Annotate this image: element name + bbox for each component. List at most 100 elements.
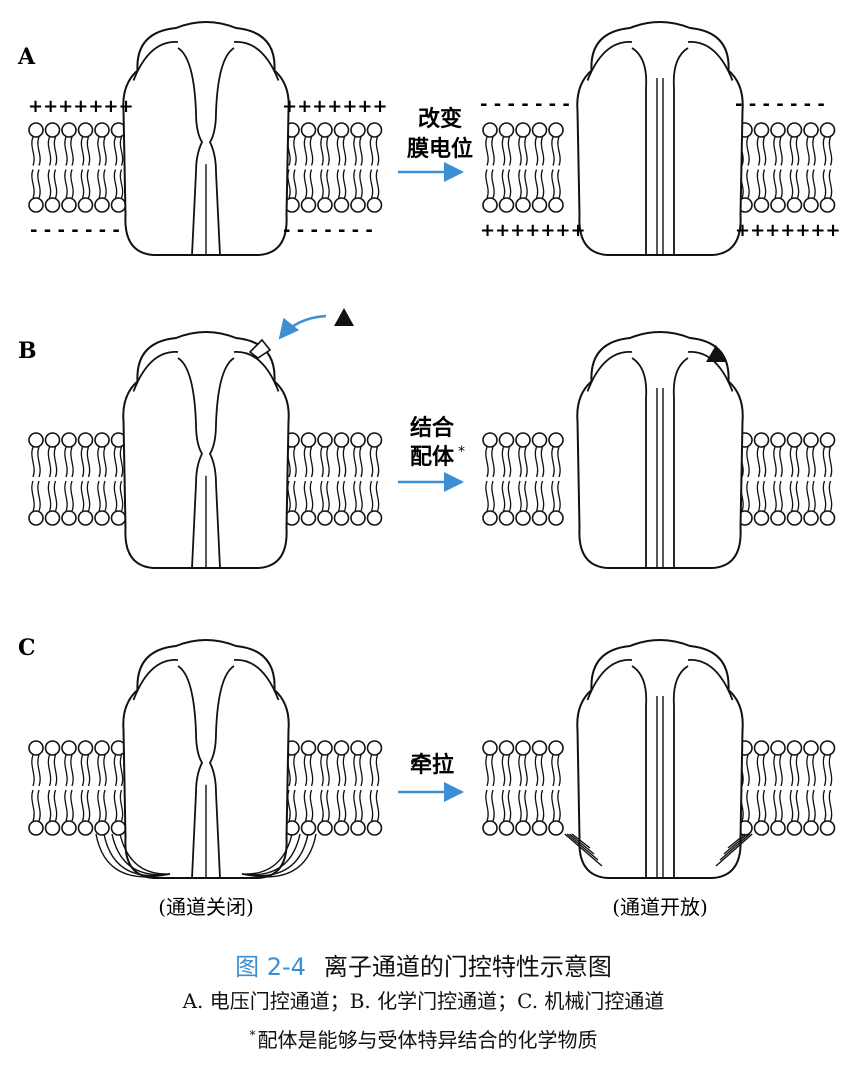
lipid-tail [80,169,85,199]
lipid-head [333,122,350,138]
lipid-tail [524,169,528,199]
bilayer-closed-left [28,122,127,213]
lipid-tail [70,789,74,822]
bilayer-closed-right [284,432,383,526]
lipid-tail [375,754,380,787]
binding-site [248,338,272,359]
lipid-tail [507,789,512,822]
figure-title: 离子通道的门控特性示意图 [323,953,612,981]
subunit-line [586,351,633,392]
lipid-tail [375,169,380,199]
lipid-tail [828,480,833,512]
lipid-head [28,197,44,213]
lipid-head [786,510,803,526]
lipid-tail [806,754,810,787]
subunit-line [586,659,633,701]
lipid-head [110,510,127,526]
lipid-tail [551,169,555,199]
lipid-tail [540,480,545,512]
lipid-tail [762,136,767,166]
lipid-head [350,510,366,526]
lipid-head [531,740,548,756]
lipid-head [531,510,548,526]
lipid-tail [359,169,363,199]
lipid-tail [97,480,101,512]
lipid-head [515,432,531,448]
lipid-tail [551,136,555,166]
channel-outline [122,639,290,879]
lipid-head [786,740,803,756]
lipid-tail [773,446,777,478]
lipid-tail [789,136,794,166]
lipid-tail [822,789,827,822]
lipid-tail [746,169,750,199]
tether-closed-left [95,833,171,878]
lipid-tail [342,136,347,166]
lipid-tail [746,446,750,478]
lipid-tail [806,446,810,478]
lipid-head [350,820,366,836]
pore-wall [672,665,689,878]
lipid-head [548,510,564,526]
lipid-tail [491,789,495,822]
lipid-tail [326,789,330,822]
lipid-tail [828,136,833,166]
lipid-tail [70,169,74,199]
lipid-tail [293,169,297,199]
lipid-head [61,197,77,213]
lipid-head [300,740,317,756]
lipid-tail [119,754,124,787]
lipid-tail [822,480,827,512]
panel-label-b: B [18,338,37,364]
lipid-tail [812,754,816,787]
lipid-tail [80,754,85,787]
lipid-tail [342,169,347,199]
pore-wall [631,357,648,568]
lipid-tail [795,446,800,478]
pore-wall [631,47,648,255]
lipid-head [786,197,803,213]
lipid-tail [80,480,85,512]
lipid-tail [287,789,291,822]
lipid-head [44,740,61,756]
lipid-tail [557,446,561,478]
lipid-head [77,820,94,836]
lipid-tail [53,136,58,166]
lipid-tail [812,136,816,166]
lipid-tail [97,789,101,822]
lipid-tail [103,136,107,166]
lipid-tail [540,136,545,166]
pore-wall [208,47,235,256]
action-a-line2: 膜电位 [407,136,473,162]
lipid-tail [342,480,347,512]
lipid-head [77,432,94,448]
bilayer-closed-left [28,740,127,836]
figure-title-line: 图 2-4 离子通道的门控特性示意图 [0,950,847,984]
lipid-head [44,510,61,526]
pore-wall [177,357,204,569]
lipid-head [786,820,803,836]
lipid-head [531,197,548,213]
lipid-tail [359,480,363,512]
channel-closed [122,21,290,256]
lipid-head [498,510,515,526]
state-open-label: (通道开放) [612,895,708,919]
lipid-tail [375,136,380,166]
lipid-head [753,740,770,756]
lipid-tail [326,446,330,478]
lipid-tail [534,480,539,512]
lipid-tail [524,789,528,822]
lipid-head [770,740,786,756]
subunit-line [586,41,633,81]
lipid-tail [31,136,35,166]
lipid-tail [37,169,41,199]
lipid-tail [756,136,761,166]
lipid-tail [309,480,314,512]
lipid-tail [518,754,522,787]
lipid-head [366,510,383,526]
lipid-head [44,432,61,448]
lipid-head [786,432,803,448]
lipid-tail [47,754,52,787]
lipid-tail [353,754,357,787]
